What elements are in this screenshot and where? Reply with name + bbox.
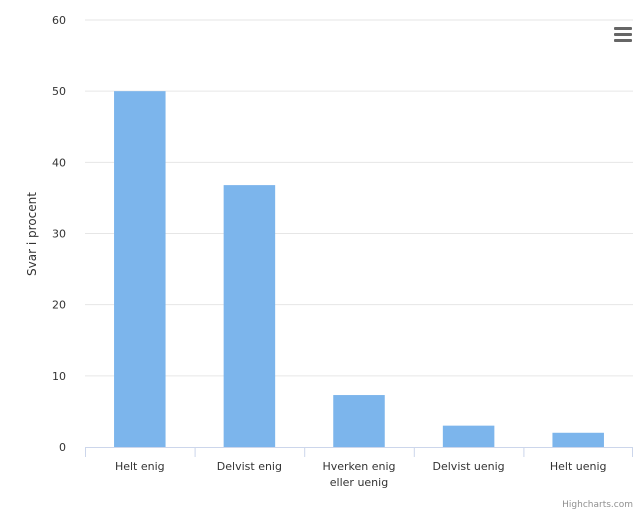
grid-lines <box>85 19 633 377</box>
bar[interactable] <box>442 425 495 447</box>
bar[interactable] <box>552 432 604 447</box>
y-tick-label: 10 <box>52 370 66 383</box>
context-menu-button[interactable] <box>608 22 632 46</box>
bar[interactable] <box>333 395 385 447</box>
bars <box>114 91 604 448</box>
x-tick-label: Delvist uenig <box>433 460 505 473</box>
y-axis-title: Svar i procent <box>25 192 39 276</box>
x-axis: Helt enig Delvist enig Hverken enig eller u… <box>85 447 633 489</box>
y-tick-label: 0 <box>59 441 66 454</box>
bar[interactable] <box>114 91 166 448</box>
x-tick-label: Hverken enig eller uenig <box>322 460 395 489</box>
menu-icon <box>614 27 632 42</box>
y-tick-label: 60 <box>52 14 66 27</box>
bar[interactable] <box>223 185 276 447</box>
credits-link[interactable]: Highcharts.com <box>562 500 633 510</box>
x-tick-label: Helt enig <box>115 460 165 473</box>
y-tick-label: 30 <box>52 228 66 241</box>
x-tick-label: Helt uenig <box>550 460 607 473</box>
y-axis-ticks: 0 10 20 30 40 50 60 <box>52 14 66 454</box>
y-tick-label: 40 <box>52 156 66 169</box>
y-tick-label: 50 <box>52 85 66 98</box>
x-tick-label: Delvist enig <box>217 460 282 473</box>
y-tick-label: 20 <box>52 299 66 312</box>
